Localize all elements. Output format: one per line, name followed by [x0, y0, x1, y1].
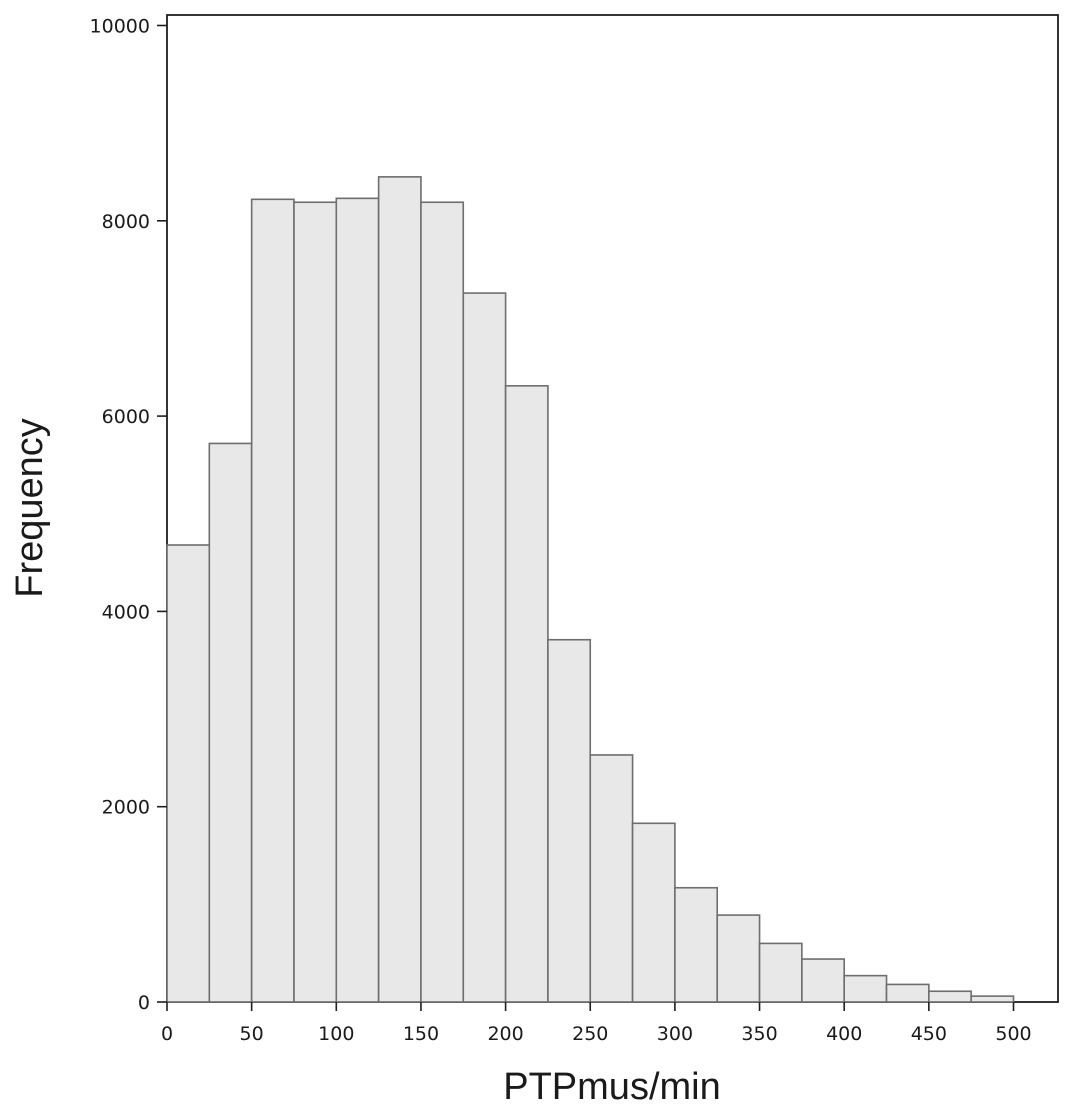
y-tick-label: 6000 — [102, 406, 150, 428]
histogram-bar-1 — [208, 442, 253, 1003]
bars-layer — [166, 176, 1015, 1003]
histogram-bar-12 — [674, 886, 719, 1003]
x-tick-label: 200 — [487, 1023, 523, 1045]
x-tick-label: 500 — [995, 1023, 1031, 1045]
histogram-bar-3 — [293, 201, 338, 1003]
x-tick-label: 100 — [318, 1023, 354, 1045]
histogram-bar-19 — [970, 995, 1015, 1003]
histogram-bar-5 — [377, 176, 422, 1003]
histogram-bar-7 — [462, 292, 507, 1003]
histogram-bar-2 — [250, 198, 295, 1003]
x-tick-label: 450 — [911, 1023, 947, 1045]
x-tick-label: 300 — [657, 1023, 693, 1045]
x-tick-label: 0 — [161, 1023, 173, 1045]
histogram-bar-18 — [928, 990, 972, 1003]
histogram-bar-14 — [758, 942, 803, 1003]
x-tick-label: 350 — [741, 1023, 777, 1045]
histogram-bar-8 — [504, 385, 549, 1003]
histogram-bar-10 — [589, 754, 634, 1003]
histogram-bar-0 — [166, 544, 211, 1003]
x-tick-label: 400 — [826, 1023, 862, 1045]
x-tick-label: 150 — [403, 1023, 439, 1045]
histogram-bar-16 — [843, 974, 888, 1003]
x-axis-title: PTPmus/min — [503, 1066, 720, 1108]
histogram-bar-4 — [335, 197, 380, 1003]
histogram-bar-6 — [420, 201, 465, 1003]
y-tick-label: 0 — [138, 992, 150, 1014]
histogram-bar-17 — [885, 983, 930, 1003]
x-axis: 0 50 100 150 200 250 300 350 400 450 500 — [161, 1002, 1032, 1045]
y-axis-title: Frequency — [9, 418, 51, 598]
y-axis: 0 2000 4000 6000 8000 10000 — [90, 16, 167, 1014]
y-tick-label: 8000 — [102, 211, 150, 233]
x-tick-label: 250 — [572, 1023, 608, 1045]
y-tick-label: 4000 — [102, 601, 150, 623]
y-tick-label: 2000 — [102, 797, 150, 819]
histogram-bar-11 — [631, 822, 676, 1003]
histogram-bar-9 — [547, 638, 592, 1003]
histogram-bar-13 — [716, 914, 761, 1003]
x-tick-label: 50 — [240, 1023, 264, 1045]
histogram-bar-15 — [801, 958, 846, 1003]
y-tick-label: 10000 — [90, 16, 150, 38]
